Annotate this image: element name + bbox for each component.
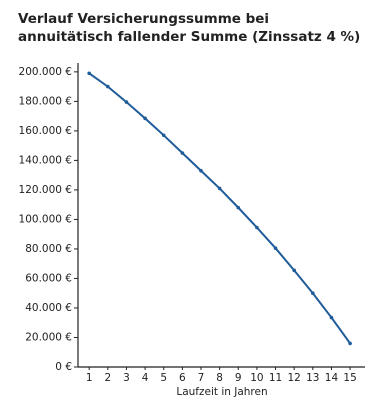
y-tick-label: 60.000 € [25, 272, 72, 284]
data-point [217, 186, 222, 191]
data-point [292, 268, 296, 273]
chart-title: Verlauf Versicherungssumme bei annuitäti… [18, 11, 361, 45]
data-line [88, 72, 351, 344]
data-point [106, 84, 110, 89]
y-tick-label: 160.000 € [19, 125, 72, 137]
data-point [143, 116, 147, 121]
data-point [255, 225, 259, 230]
data-point [87, 71, 91, 76]
y-tick-label: 40.000 € [25, 302, 72, 314]
y-tick-label: 80.000 € [25, 243, 72, 255]
data-point [180, 151, 185, 155]
data-point [199, 168, 203, 173]
data-point [273, 246, 278, 251]
y-tick-label: 20.000 € [25, 331, 72, 343]
x-tick-label: 13 [306, 372, 319, 384]
x-tick-label: 15 [343, 372, 356, 384]
x-tick-label: 1 [86, 372, 93, 384]
x-tick-label: 9 [235, 372, 242, 384]
data-point [348, 341, 352, 346]
x-axis-label: Laufzeit in Jahren [176, 386, 267, 398]
y-tick-label: 100.000 € [19, 213, 72, 225]
data-point [329, 315, 334, 320]
data-point [124, 100, 129, 104]
x-tick-label: 5 [160, 372, 167, 384]
x-tick-label: 3 [123, 372, 130, 384]
data-point [236, 205, 241, 210]
x-tick-label: 2 [104, 372, 111, 384]
x-tick-label: 12 [287, 372, 300, 384]
x-tick-label: 10 [250, 372, 263, 384]
y-tick-label: 200.000 € [19, 66, 72, 78]
y-tick-label: 120.000 € [19, 184, 72, 196]
y-tick-label: 140.000 € [19, 154, 72, 166]
y-tick-label: 0 € [55, 361, 72, 373]
x-tick-label: 6 [179, 372, 186, 384]
x-tick-label: 8 [216, 372, 223, 384]
data-point [161, 133, 166, 138]
y-tick-label: 180.000 € [19, 95, 72, 107]
data-point [311, 291, 315, 296]
x-tick-label: 14 [325, 372, 339, 384]
x-tick-label: 7 [198, 372, 205, 384]
x-tick-label: 4 [142, 372, 149, 384]
x-tick-label: 11 [269, 372, 282, 384]
